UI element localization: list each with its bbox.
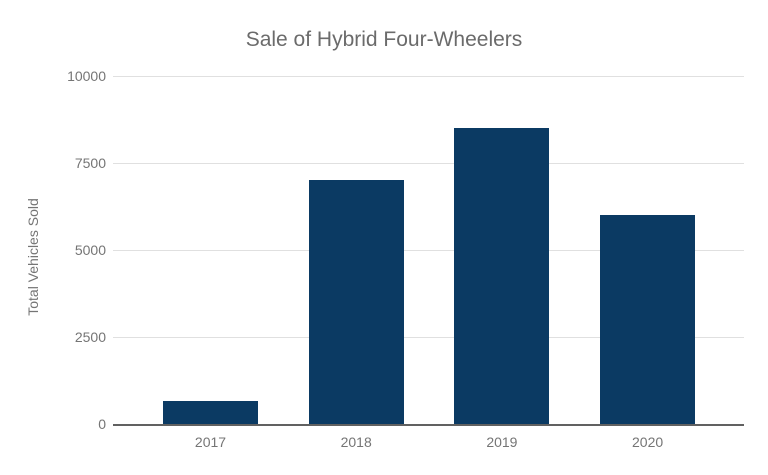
y-tick-label: 7500 (74, 155, 106, 171)
chart-title: Sale of Hybrid Four-Wheelers (245, 28, 523, 51)
gridline (113, 336, 744, 338)
gridline (113, 249, 744, 251)
x-tick-label: 2017 (194, 434, 227, 450)
y-tick-label: 5000 (74, 242, 106, 258)
bar-2017 (163, 401, 258, 424)
bar-2020 (600, 215, 696, 424)
x-tick-label: 2020 (632, 434, 664, 450)
plot-area (113, 75, 744, 426)
bar-2019 (454, 128, 550, 424)
x-tick-label: 2019 (486, 434, 518, 450)
gridline (113, 75, 744, 77)
x-axis-tick-labels: 2017 2018 2019 2020 (113, 434, 744, 452)
x-tick-label: 2018 (340, 434, 372, 450)
bar-2018 (308, 180, 404, 424)
y-tick-label: 10000 (67, 68, 106, 84)
y-tick-label: 2500 (74, 329, 106, 345)
y-tick-label: 0 (98, 416, 106, 432)
gridline (113, 162, 744, 164)
y-axis-tick-labels: 0 2500 5000 7500 10000 (0, 68, 106, 432)
